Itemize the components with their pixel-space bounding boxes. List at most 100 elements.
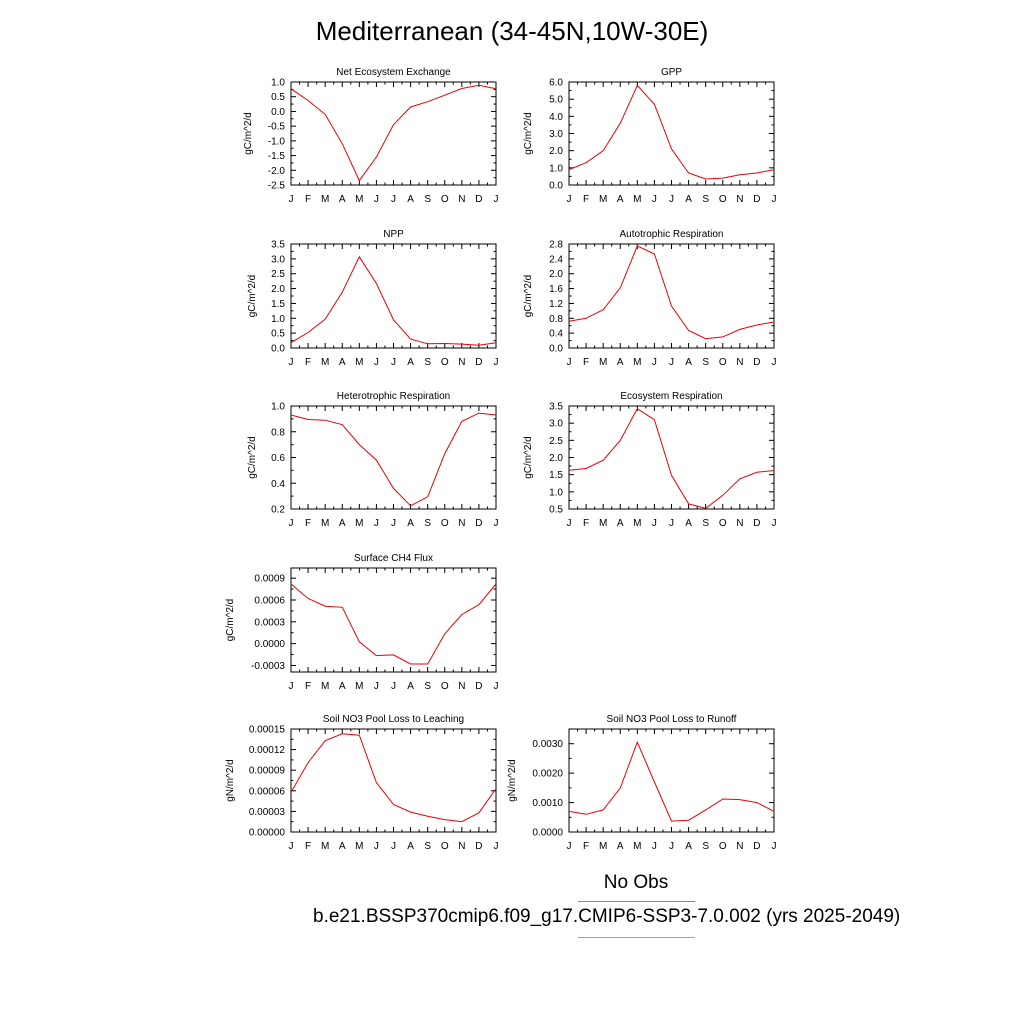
y-tick-label: 2.5 [271,269,285,280]
y-axis-label: gN/m^2/d [507,759,518,802]
x-tick-label: O [441,194,449,205]
y-tick-label: 0.4 [271,479,285,490]
y-tick-label: 1.0 [271,314,285,325]
x-tick-label: J [652,518,657,529]
x-tick-label: J [289,518,294,529]
y-axis-label: gC/m^2/d [523,275,534,318]
x-tick-label: F [583,357,589,368]
x-tick-label: D [475,194,482,205]
legend-obs-label: No Obs [603,872,669,893]
x-tick-label: J [494,194,499,205]
plot-frame [568,728,775,833]
y-axis-label: gC/m^2/d [243,112,254,155]
x-tick-label: A [685,841,692,852]
chart-title: Soil NO3 Pool Loss to Leaching [323,714,464,725]
x-tick-label: N [736,194,743,205]
x-tick-label: J [567,357,572,368]
chart-title: Soil NO3 Pool Loss to Runoff [607,714,737,725]
y-tick-label: 0.4 [549,329,563,340]
chart-title: NPP [383,229,404,240]
x-tick-label: D [753,518,760,529]
x-tick-label: J [567,194,572,205]
x-tick-label: J [374,681,379,692]
x-tick-label: A [407,841,414,852]
x-tick-label: J [289,681,294,692]
x-tick-label: O [719,357,727,368]
x-tick-label: A [685,357,692,368]
plot-frame [290,405,497,510]
x-tick-label: A [685,194,692,205]
y-tick-label: 0.0003 [254,617,285,628]
x-tick-label: J [567,518,572,529]
x-tick-label: A [339,194,346,205]
x-tick-label: A [617,194,624,205]
series-line [568,407,775,509]
x-tick-label: J [772,194,777,205]
x-tick-label: O [441,841,449,852]
y-tick-label: 2.5 [549,436,563,447]
x-tick-label: J [374,357,379,368]
x-tick-label: M [355,681,363,692]
x-tick-label: S [702,194,709,205]
y-tick-label: 0.0000 [254,639,285,650]
x-tick-label: D [475,681,482,692]
y-tick-label: 3.5 [271,240,285,251]
x-tick-label: J [391,357,396,368]
y-tick-label: 6.0 [549,78,563,89]
x-tick-label: J [391,681,396,692]
x-tick-label: A [617,841,624,852]
x-tick-label: F [583,194,589,205]
x-tick-label: N [458,841,465,852]
x-tick-label: A [339,518,346,529]
y-tick-label: 1.2 [549,299,563,310]
x-tick-label: M [355,841,363,852]
y-tick-label: 0.00009 [249,766,286,777]
x-tick-label: J [391,518,396,529]
series-line [290,255,497,346]
y-tick-label: 1.0 [549,163,563,174]
x-tick-label: J [391,841,396,852]
x-tick-label: F [305,681,311,692]
x-tick-label: M [599,357,607,368]
x-tick-label: J [652,841,657,852]
y-axis-label: gC/m^2/d [523,112,534,155]
x-tick-label: J [669,357,674,368]
x-tick-label: S [702,841,709,852]
plot-frame [568,81,775,186]
x-tick-label: N [736,518,743,529]
plot-frame [290,81,497,186]
x-tick-label: N [736,357,743,368]
x-tick-label: J [374,194,379,205]
x-tick-label: S [424,357,431,368]
y-tick-label: 0.0000 [532,828,563,839]
plot-frame [568,405,775,510]
x-tick-label: M [633,841,641,852]
chart-title: Heterotrophic Respiration [337,391,450,402]
y-tick-label: 0.00003 [249,807,286,818]
x-tick-label: D [753,841,760,852]
x-tick-label: J [669,518,674,529]
x-tick-label: M [321,357,329,368]
y-tick-label: 0.5 [549,505,563,516]
plot-frame [568,243,775,349]
x-tick-label: O [719,841,727,852]
chart-title: Autotrophic Respiration [620,229,724,240]
x-tick-label: J [374,841,379,852]
y-axis-label: gC/m^2/d [523,436,534,479]
x-tick-label: D [475,357,482,368]
x-tick-label: O [441,518,449,529]
x-tick-label: F [583,841,589,852]
x-tick-label: J [494,841,499,852]
x-tick-label: J [669,194,674,205]
x-tick-label: J [567,841,572,852]
y-tick-label: 5.0 [549,95,563,106]
x-tick-label: N [458,194,465,205]
x-tick-label: A [617,518,624,529]
x-tick-label: J [494,518,499,529]
x-tick-label: S [702,357,709,368]
